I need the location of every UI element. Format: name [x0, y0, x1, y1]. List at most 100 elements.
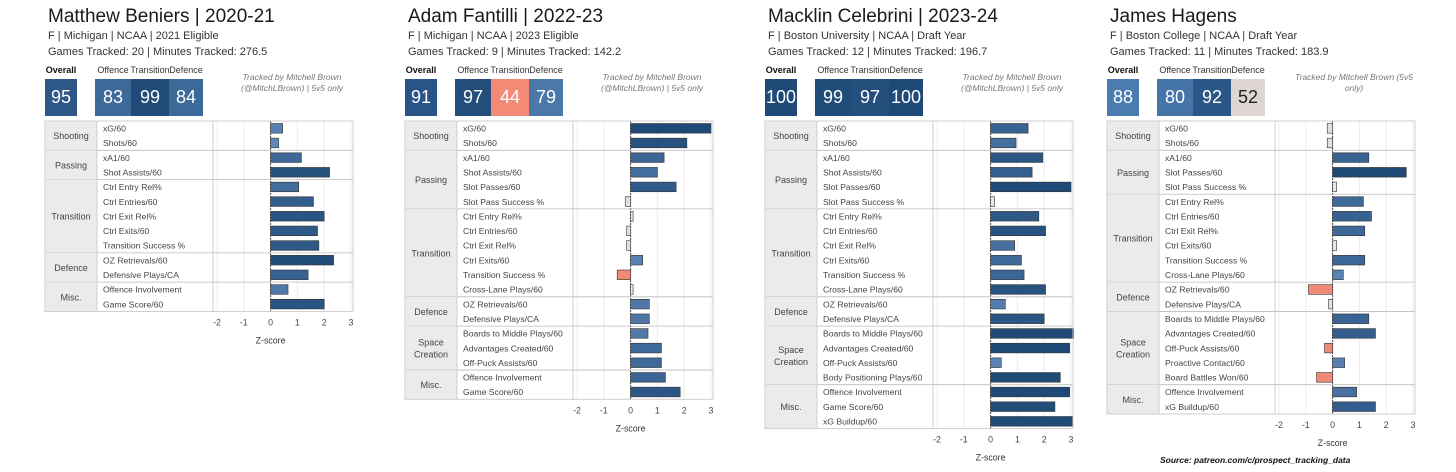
group-label: Space: [778, 345, 804, 355]
metric-bar: [270, 240, 320, 251]
metric-label: OZ Retrievals/60: [103, 255, 168, 265]
offence-score-tile: 97: [455, 79, 491, 116]
metric-bar: [990, 240, 1016, 251]
metric-bar: [990, 269, 1025, 280]
x-tick-label: -1: [960, 435, 968, 445]
group-label-bg: [1107, 384, 1159, 414]
metric-label: Shots/60: [1165, 138, 1199, 148]
metric-label: Boards to Middle Plays/60: [823, 329, 923, 339]
group-label-bg: [765, 326, 817, 385]
metric-bar: [270, 298, 325, 310]
offence-header: Offence: [97, 65, 129, 75]
metric-label: Game Score/60: [823, 402, 883, 412]
group-label-bg: [1107, 311, 1159, 385]
metric-bar: [1332, 401, 1376, 412]
x-tick-label: 3: [1069, 435, 1074, 445]
metric-label: Ctrl Entries/60: [1165, 211, 1220, 221]
defence-score-tile: 52: [1231, 79, 1265, 116]
metric-label: Defensive Plays/CA: [1165, 299, 1241, 309]
metric-bar: [1332, 152, 1370, 163]
metric-bar: [990, 196, 995, 207]
x-tick-label: -1: [1302, 420, 1310, 430]
tracked-by-note: Tracked by Mitchell Brown (@MitchLBrown)…: [960, 72, 1063, 93]
metric-bar: [630, 152, 665, 163]
x-tick-label: -2: [573, 405, 581, 415]
metric-label: xG/60: [1165, 124, 1188, 134]
games-tracked: Games Tracked: 11 | Minutes Tracked: 183…: [1110, 46, 1329, 58]
group-label: Passing: [415, 175, 447, 185]
metric-bar: [990, 342, 1070, 354]
x-tick-label: -1: [240, 317, 248, 327]
metric-label: Offence Involvement: [103, 285, 182, 295]
metric-label: Slot Passes/60: [1165, 167, 1223, 177]
overall-score-tile: 91: [405, 79, 437, 116]
metric-label: Game Score/60: [103, 299, 163, 309]
metric-bar: [630, 137, 688, 149]
offence-score-tile: 99: [815, 79, 851, 116]
metric-bar: [270, 137, 279, 149]
metric-bar: [1326, 137, 1333, 149]
metric-label: Slot Pass Success %: [823, 197, 905, 207]
metric-label: Offence Involvement: [463, 373, 542, 383]
transition-header: Transition: [1192, 65, 1232, 75]
metric-label: Cross-Lane Plays/60: [823, 285, 903, 295]
player-title: Macklin Celebrini | 2023-24: [768, 6, 998, 27]
metric-label: xG Buildup/60: [823, 417, 877, 427]
group-label: Defence: [774, 307, 808, 317]
group-label-bg: [1107, 150, 1159, 195]
overall-score-tile: 95: [45, 79, 77, 116]
x-tick-label: -2: [1275, 420, 1283, 430]
metric-label: Defensive Plays/CA: [103, 270, 179, 280]
metric-label: Shots/60: [823, 138, 857, 148]
metric-label: xG/60: [463, 124, 486, 134]
metric-label: xG Buildup/60: [1165, 402, 1219, 412]
overall-header: Overall: [765, 65, 797, 75]
metric-bar: [630, 167, 658, 178]
metric-label: Boards to Middle Plays/60: [463, 329, 563, 339]
metric-label: Defensive Plays/CA: [463, 314, 539, 324]
player-panel-3: Macklin Celebrini | 2023-24 F | Boston Un…: [764, 0, 1117, 472]
defence-header: Defence: [889, 65, 923, 75]
metric-bar: [626, 240, 631, 251]
player-panel-4: James Hagens F | Boston College | NCAA | …: [1106, 0, 1456, 472]
group-label: Passing: [55, 160, 87, 170]
transition-header: Transition: [130, 65, 170, 75]
metric-label: Ctrl Entry Rel%: [463, 211, 522, 221]
group-label: Defence: [1116, 292, 1150, 302]
metric-label: Defensive Plays/CA: [823, 314, 899, 324]
x-axis-title: Z-score: [976, 453, 1006, 463]
metric-bar: [270, 225, 318, 237]
metric-bar: [990, 401, 1056, 412]
metric-bar: [1332, 313, 1370, 324]
group-label: Shooting: [53, 131, 89, 141]
metric-label: Ctrl Exits/60: [103, 226, 150, 236]
defence-score-tile: 79: [529, 79, 563, 116]
metric-label: Game Score/60: [463, 387, 523, 397]
group-label: Shooting: [1115, 131, 1151, 141]
metric-label: Transition Success %: [1165, 255, 1248, 265]
offence-score-tile: 80: [1157, 79, 1193, 116]
offence-header: Offence: [1159, 65, 1191, 75]
transition-score-tile: 97: [851, 79, 889, 116]
group-label: Defence: [54, 263, 88, 273]
games-tracked: Games Tracked: 12 | Minutes Tracked: 196…: [768, 46, 988, 58]
metric-bar: [630, 313, 650, 324]
metric-label: Ctrl Exits/60: [823, 255, 870, 265]
metric-bar: [624, 196, 631, 207]
group-label: Shooting: [773, 131, 809, 141]
metric-label: xG/60: [103, 124, 126, 134]
metric-bar: [990, 357, 1002, 368]
group-label-bg: [45, 150, 97, 180]
group-label-bg: [1107, 194, 1159, 283]
group-label-bg: [45, 121, 97, 151]
group-label-bg: [765, 208, 817, 297]
metric-label: Off-Puck Assists/60: [1165, 343, 1240, 353]
metric-label: Transition Success %: [823, 270, 906, 280]
metric-label: Ctrl Entries/60: [823, 226, 878, 236]
metric-bar: [990, 313, 1045, 324]
group-label-bg: [405, 121, 457, 151]
metric-label: Ctrl Exits/60: [463, 255, 510, 265]
metrics-chart: Shooting xG/60 Shots/60 Passing xA1/60 Shot A…: [764, 120, 1074, 463]
player-title: James Hagens: [1110, 6, 1237, 27]
x-tick-label: 1: [1015, 435, 1020, 445]
